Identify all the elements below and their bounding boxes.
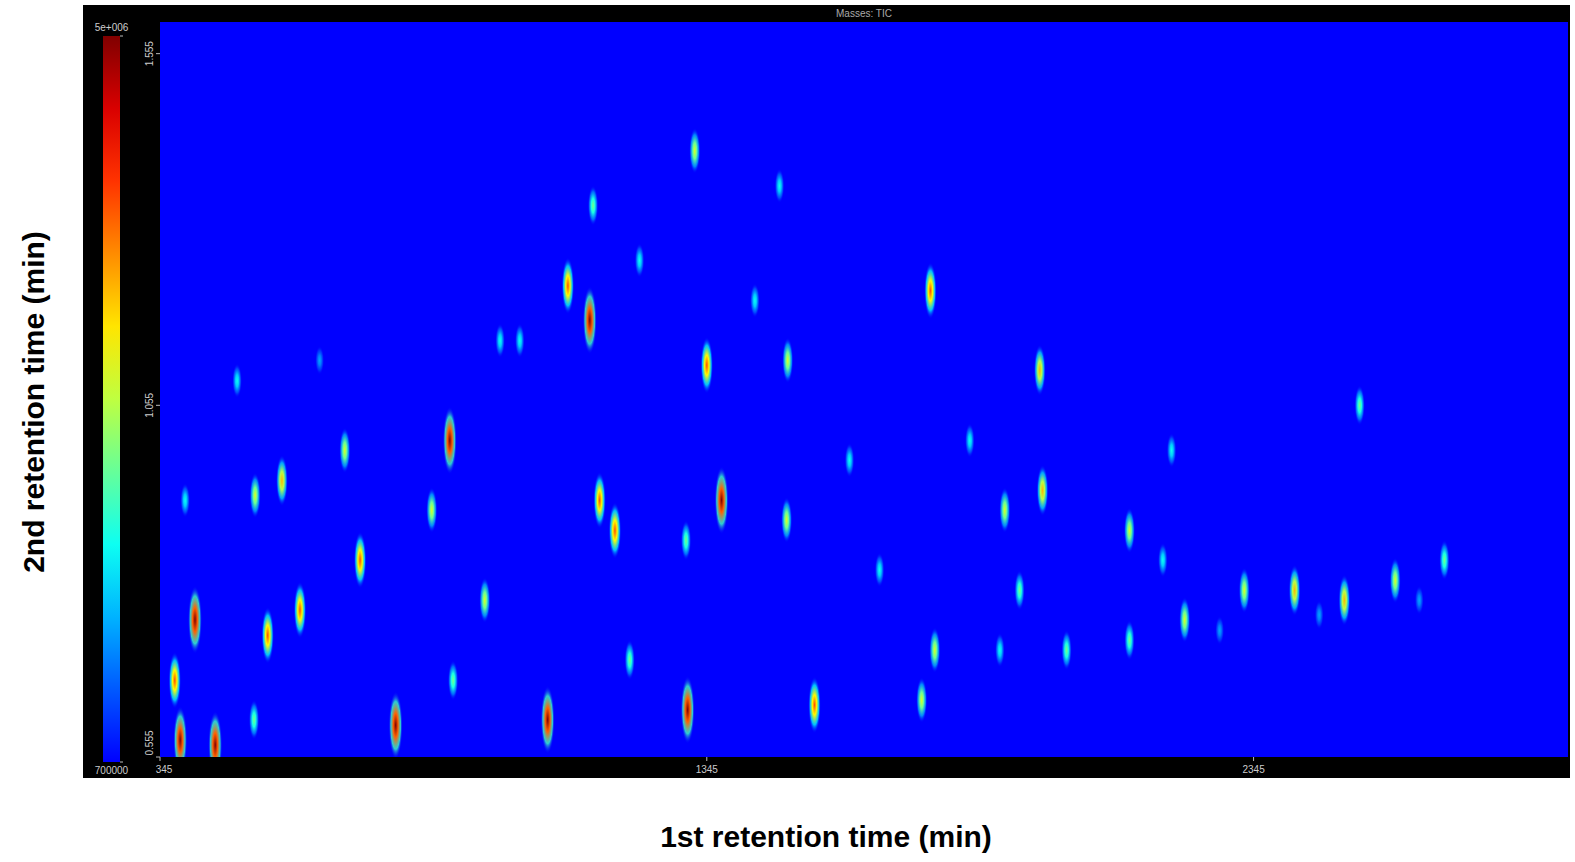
y-tick: [156, 405, 160, 406]
peak: [1289, 565, 1301, 616]
peak: [1415, 586, 1424, 615]
y-tick-label: 1.055: [144, 392, 155, 417]
peak: [999, 487, 1010, 533]
y-tick: [156, 757, 160, 758]
peak: [715, 466, 729, 534]
colorbar-tick: [120, 36, 123, 37]
peak: [609, 502, 622, 559]
peak: [583, 286, 597, 354]
peak: [1037, 465, 1049, 516]
peak: [448, 660, 459, 700]
peak: [1354, 385, 1365, 425]
peak: [443, 406, 457, 474]
x-axis-title: 1st retention time (min): [660, 820, 992, 853]
peak: [1239, 567, 1250, 613]
peak: [354, 532, 367, 589]
peak: [875, 553, 885, 588]
x-tick: [706, 757, 707, 761]
peak: [808, 677, 821, 734]
peak: [845, 443, 855, 478]
peak: [541, 686, 555, 754]
peak: [924, 262, 937, 319]
title: Masses: TIC: [836, 8, 892, 19]
peak: [1158, 543, 1168, 578]
colorbar: [103, 36, 120, 762]
peak: [624, 640, 635, 680]
peak: [261, 607, 274, 664]
peak: [681, 520, 692, 560]
colorbar-label: 5e+006: [95, 22, 129, 33]
peak: [294, 582, 307, 639]
peak: [276, 455, 288, 506]
x-tick-label: 345: [156, 764, 173, 775]
peak: [515, 323, 525, 358]
colorbar-tick: [120, 762, 123, 763]
peak: [1124, 508, 1135, 554]
y-tick-label: 1.555: [144, 41, 155, 66]
x-tick-label: 1345: [696, 764, 719, 775]
peak: [781, 497, 792, 543]
peak: [1338, 575, 1350, 626]
peak: [1167, 433, 1177, 468]
peak: [479, 577, 490, 623]
colorbar-label: 700000: [95, 765, 129, 776]
peak: [750, 283, 760, 318]
y-tick: [156, 53, 160, 54]
peak: [495, 323, 505, 358]
panel: [83, 5, 1570, 778]
peak: [916, 677, 927, 723]
peak: [188, 586, 202, 654]
peak: [775, 169, 785, 204]
peak: [1014, 570, 1025, 610]
peak: [1179, 597, 1190, 643]
peak: [1061, 630, 1072, 670]
plot-area: [160, 22, 1568, 757]
peak: [426, 487, 437, 533]
y-tick-label: 0.555: [144, 730, 155, 755]
x-tick-label: 2345: [1242, 764, 1265, 775]
peak: [1124, 620, 1135, 660]
x-tick: [160, 757, 161, 761]
peak: [700, 337, 713, 394]
peak: [249, 700, 260, 740]
peak: [339, 428, 350, 474]
peak: [168, 652, 181, 709]
peak: [929, 627, 940, 673]
peak: [965, 423, 975, 458]
peak: [689, 128, 700, 174]
peak: [593, 472, 606, 529]
peak: [173, 706, 187, 757]
peak: [208, 711, 222, 757]
chart: Masses: TIC 345 1345 2345 0.555 1.055 1.555 5e+…: [0, 0, 1575, 862]
y-axis-title: 2nd retention time (min): [17, 231, 50, 573]
peak: [782, 337, 793, 383]
peaks: [168, 128, 1449, 757]
peak: [1034, 345, 1046, 396]
peak: [1215, 616, 1224, 645]
peak: [250, 473, 261, 519]
peak: [635, 243, 645, 278]
peak: [389, 691, 403, 757]
peak: [562, 257, 575, 314]
peak: [681, 676, 695, 744]
peak: [1439, 540, 1450, 580]
peak: [180, 483, 190, 518]
peak: [1390, 558, 1401, 604]
peak: [315, 346, 324, 375]
x-tick: [1253, 757, 1254, 761]
peak: [232, 363, 242, 398]
peak: [995, 633, 1005, 668]
peak: [1315, 600, 1324, 629]
peak: [588, 186, 599, 226]
